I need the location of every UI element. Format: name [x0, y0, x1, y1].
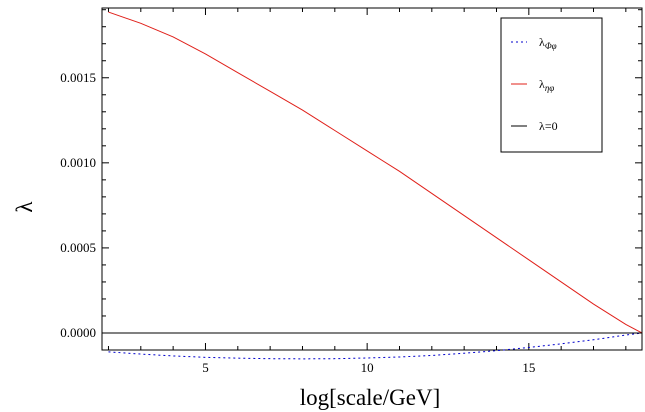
x-tick-label: 15 — [522, 360, 535, 375]
y-axis-ticks: 0.0000 0.0005 0.0010 0.0015 — [60, 9, 642, 351]
y-tick-label: 0.0005 — [60, 240, 96, 255]
y-tick-label: 0.0015 — [60, 70, 96, 85]
x-tick-label: 5 — [202, 360, 209, 375]
legend-label: λ=0 — [539, 119, 558, 133]
series-line-lambda-phi-varphi — [108, 332, 643, 360]
y-tick-label: 0.0000 — [60, 325, 96, 340]
series-layer — [102, 11, 643, 360]
legend-box — [500, 17, 603, 153]
y-axis-title: λ — [12, 201, 37, 213]
legend-label-subscript: Φφ — [545, 41, 557, 51]
y-tick-label: 0.0010 — [60, 155, 96, 170]
legend-label-subscript: ηφ — [545, 83, 554, 93]
x-axis-ticks: 5 10 15 — [107, 8, 627, 375]
plot-frame — [101, 7, 643, 351]
plot-border — [101, 7, 643, 351]
series-line-lambda-eta-varphi — [108, 11, 643, 334]
x-tick-label: 10 — [361, 360, 374, 375]
x-axis-title: log[scale/GeV] — [300, 385, 441, 410]
